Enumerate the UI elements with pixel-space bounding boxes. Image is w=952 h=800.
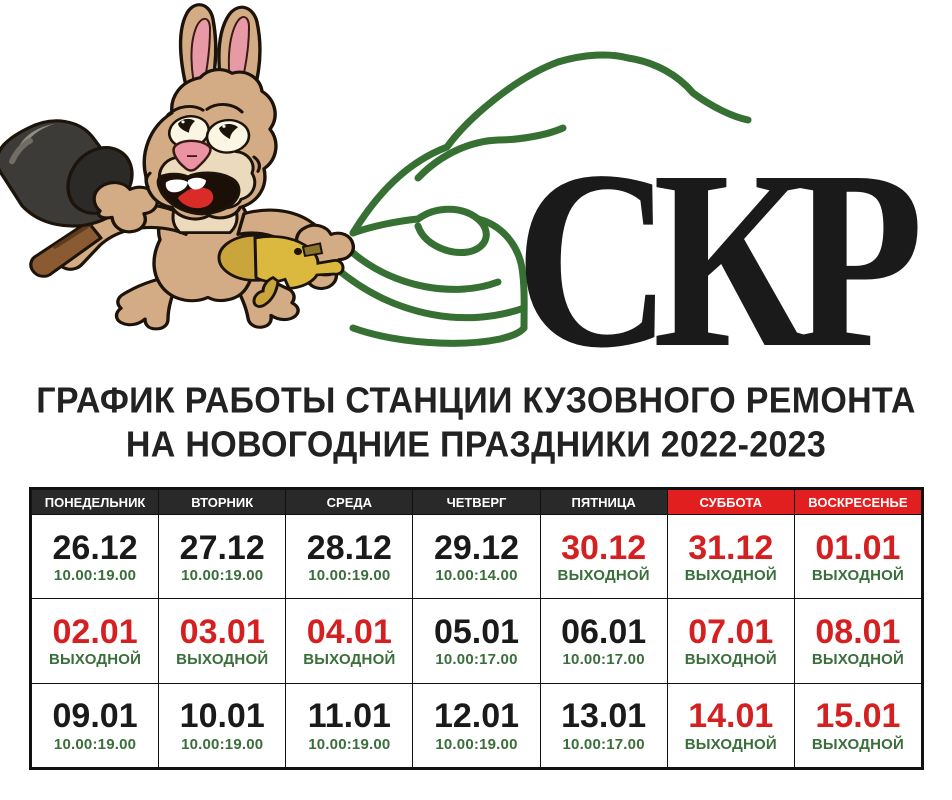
svg-text:СКР: СКР (515, 119, 918, 380)
